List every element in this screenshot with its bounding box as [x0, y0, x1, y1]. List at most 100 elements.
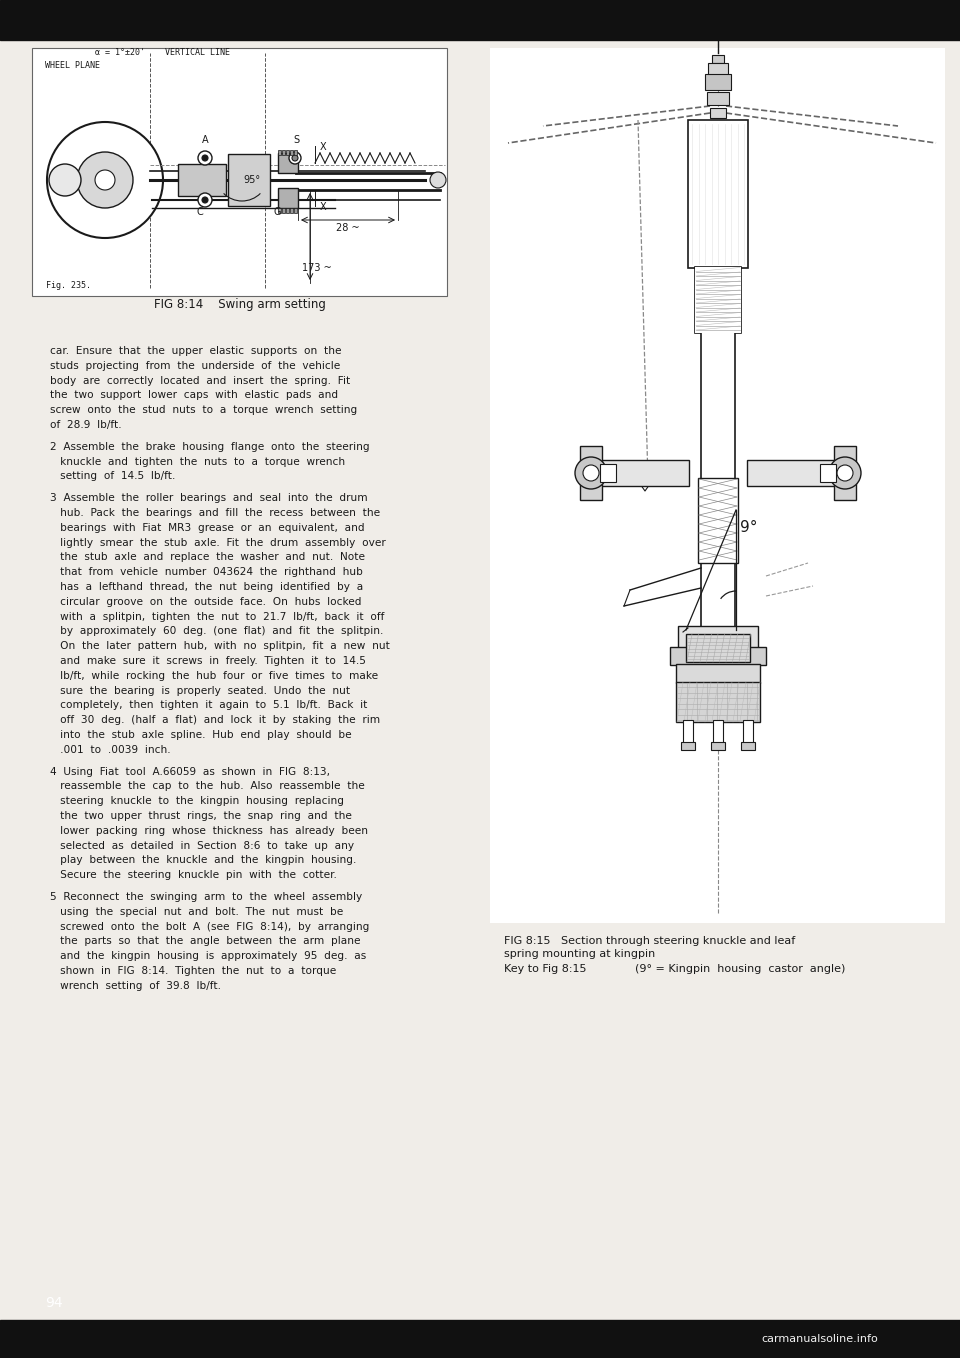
Bar [708, 62, 728, 75]
Text: knuckle  and  tighten  the  nuts  to  a  torque  wrench: knuckle and tighten the nuts to a torque… [50, 456, 346, 467]
Text: FIG 8:15   Section through steering knuckle and leaf: FIG 8:15 Section through steering knuckl… [504, 936, 795, 947]
Circle shape [198, 193, 212, 206]
Text: the  parts  so  that  the  angle  between  the  arm  plane: the parts so that the angle between the … [50, 937, 361, 947]
Text: 5  Reconnect  the  swinging  arm  to  the  wheel  assembly: 5 Reconnect the swinging arm to the whee… [50, 892, 362, 902]
Text: spring mounting at kingpin: spring mounting at kingpin [504, 949, 656, 959]
Bar [580, 445, 602, 500]
Bar [698, 478, 738, 564]
Circle shape [289, 152, 301, 164]
Text: circular  groove  on  the  outside  face.  On  hubs  locked: circular groove on the outside face. On … [50, 596, 362, 607]
Text: X: X [320, 202, 326, 212]
Bar [294, 208, 298, 213]
Text: play  between  the  knuckle  and  the  kingpin  housing.: play between the knuckle and the kingpin… [50, 856, 356, 865]
Bar [178, 164, 226, 196]
Text: into  the  stub  axle  spline.  Hub  end  play  should  be: into the stub axle spline. Hub end play … [50, 731, 351, 740]
Bar [286, 149, 289, 155]
Text: of  28.9  lb/ft.: of 28.9 lb/ft. [50, 420, 122, 430]
Bar [290, 149, 293, 155]
Text: X: X [320, 143, 326, 152]
Text: 3  Assemble  the  roller  bearings  and  seal  into  the  drum: 3 Assemble the roller bearings and seal … [50, 493, 368, 504]
Text: 28 ~: 28 ~ [336, 223, 360, 234]
Text: 2  Assemble  the  brake  housing  flange  onto  the  steering: 2 Assemble the brake housing flange onto… [50, 441, 370, 452]
Bar [676, 682, 760, 722]
Bar [278, 153, 298, 172]
Circle shape [837, 464, 853, 481]
Bar [747, 460, 853, 486]
Text: the  two  support  lower  caps  with  elastic  pads  and: the two support lower caps with elastic … [50, 390, 338, 401]
Bar [681, 741, 695, 750]
Text: On  the  later  pattern  hub,  with  no  splitpin,  fit  a  new  nut: On the later pattern hub, with no splitp… [50, 641, 390, 652]
Bar [290, 208, 293, 213]
Text: A: A [202, 134, 208, 145]
Circle shape [49, 164, 81, 196]
Text: (9° = Kingpin  housing  castor  angle): (9° = Kingpin housing castor angle) [635, 964, 846, 974]
Text: .001  to  .0039  inch.: .001 to .0039 inch. [50, 744, 171, 755]
Bar [282, 149, 285, 155]
Bar [741, 741, 755, 750]
Text: reassemble  the  cap  to  the  hub.  Also  reassemble  the: reassemble the cap to the hub. Also reas… [50, 781, 365, 792]
Bar [712, 56, 724, 62]
Bar [834, 445, 856, 500]
Text: the  stub  axle  and  replace  the  washer  and  nut.  Note: the stub axle and replace the washer and… [50, 553, 365, 562]
Bar [688, 120, 748, 268]
Circle shape [202, 197, 208, 202]
Bar [0, 0, 960, 39]
Circle shape [47, 122, 163, 238]
Text: lb/ft,  while  rocking  the  hub  four  or  five  times  to  make: lb/ft, while rocking the hub four or fiv… [50, 671, 378, 680]
Text: Fig. 235.: Fig. 235. [46, 281, 91, 291]
Text: 94: 94 [45, 1296, 62, 1310]
Text: G: G [274, 206, 280, 217]
Text: off  30  deg.  (half  a  flat)  and  lock  it  by  staking  the  rim: off 30 deg. (half a flat) and lock it by… [50, 716, 380, 725]
Text: shown  in  FIG  8:14.  Tighten  the  nut  to  a  torque: shown in FIG 8:14. Tighten the nut to a … [50, 966, 336, 976]
Text: lightly  smear  the  stub  axle.  Fit  the  drum  assembly  over: lightly smear the stub axle. Fit the dru… [50, 538, 386, 547]
Text: studs  projecting  from  the  underside  of  the  vehicle: studs projecting from the underside of t… [50, 361, 340, 371]
Circle shape [77, 152, 133, 208]
Circle shape [575, 458, 607, 489]
Text: and  make  sure  it  screws  in  freely.  Tighten  it  to  14.5: and make sure it screws in freely. Tight… [50, 656, 366, 665]
Text: that  from  vehicle  number  043624  the  righthand  hub: that from vehicle number 043624 the righ… [50, 568, 363, 577]
Circle shape [430, 172, 446, 187]
Bar [711, 741, 725, 750]
Bar [705, 73, 731, 90]
Text: 95°: 95° [244, 175, 260, 185]
Text: screwed  onto  the  bolt  A  (see  FIG  8:14),  by  arranging: screwed onto the bolt A (see FIG 8:14), … [50, 922, 370, 932]
Bar [710, 109, 726, 118]
Text: carmanualsoline.info: carmanualsoline.info [761, 1334, 878, 1344]
Text: screw  onto  the  stud  nuts  to  a  torque  wrench  setting: screw onto the stud nuts to a torque wre… [50, 405, 357, 416]
Bar [228, 153, 270, 206]
Text: C: C [197, 206, 204, 217]
Text: with  a  splitpin,  tighten  the  nut  to  21.7  lb/ft,  back  it  off: with a splitpin, tighten the nut to 21.7… [50, 611, 384, 622]
Circle shape [202, 155, 208, 162]
Bar [678, 626, 758, 648]
Bar [583, 460, 689, 486]
Text: Key to Fig 8:15: Key to Fig 8:15 [504, 964, 587, 974]
Bar [278, 208, 281, 213]
Text: WHEEL PLANE: WHEEL PLANE [45, 61, 100, 71]
Text: S: S [293, 134, 300, 145]
Text: sure  the  bearing  is  properly  seated.  Undo  the  nut: sure the bearing is properly seated. Und… [50, 686, 350, 695]
Text: 9°: 9° [740, 520, 757, 535]
Text: 173 ~: 173 ~ [302, 263, 332, 273]
Text: α = 1°±20'    VERTICAL LINE: α = 1°±20' VERTICAL LINE [95, 48, 230, 57]
Bar [686, 634, 750, 661]
Bar [670, 646, 766, 665]
Text: has  a  lefthand  thread,  the  nut  being  identified  by  a: has a lefthand thread, the nut being ide… [50, 583, 363, 592]
Circle shape [829, 458, 861, 489]
Circle shape [583, 464, 599, 481]
Bar [282, 208, 285, 213]
Text: setting  of  14.5  lb/ft.: setting of 14.5 lb/ft. [50, 471, 176, 481]
Bar [278, 149, 281, 155]
Bar [286, 208, 289, 213]
Bar [701, 331, 735, 627]
Bar [600, 464, 616, 482]
Text: FIG 8:14    Swing arm setting: FIG 8:14 Swing arm setting [154, 297, 326, 311]
Bar [695, 268, 741, 333]
Circle shape [292, 155, 298, 162]
Circle shape [198, 151, 212, 166]
Text: steering  knuckle  to  the  kingpin  housing  replacing: steering knuckle to the kingpin housing … [50, 796, 344, 807]
Bar [0, 1320, 960, 1358]
Text: car.  Ensure  that  the  upper  elastic  supports  on  the: car. Ensure that the upper elastic suppo… [50, 346, 342, 356]
Circle shape [95, 170, 115, 190]
Text: using  the  special  nut  and  bolt.  The  nut  must  be: using the special nut and bolt. The nut … [50, 907, 344, 917]
Bar [490, 48, 945, 923]
